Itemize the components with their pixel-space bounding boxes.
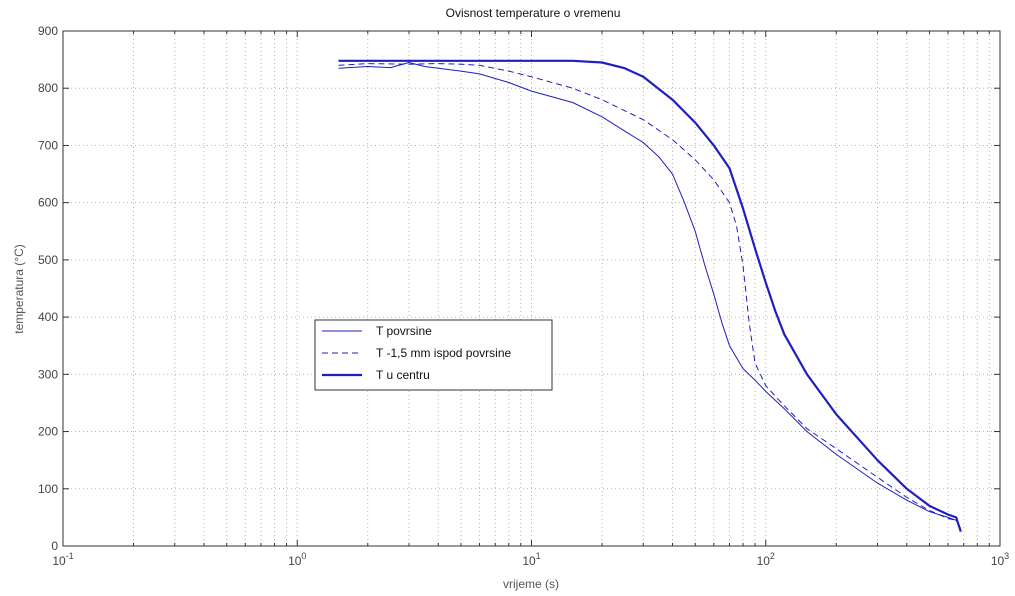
x-tick-label-base: 10 [757, 554, 771, 568]
x-tick-label: 10-1 [52, 551, 73, 568]
x-tick-label-exponent: -1 [66, 551, 74, 561]
x-tick-label-base: 10 [288, 554, 302, 568]
legend-label: T povrsine [376, 324, 432, 338]
y-tick-label: 100 [38, 482, 58, 496]
y-tick-label: 400 [38, 310, 58, 324]
y-tick-label: 200 [38, 425, 58, 439]
y-tick-label: 600 [38, 196, 58, 210]
legend-label: T u centru [376, 368, 430, 382]
x-tick-label-exponent: 0 [301, 551, 306, 561]
y-tick-label: 500 [38, 253, 58, 267]
x-tick-label-base: 10 [52, 554, 66, 568]
y-tick-label: 300 [38, 367, 58, 381]
x-tick-label-base: 10 [991, 554, 1005, 568]
y-tick-label: 800 [38, 81, 58, 95]
x-tick-label: 100 [288, 551, 306, 568]
chart-title: Ovisnost temperature o vremenu [446, 6, 621, 20]
legend-label: T -1,5 mm ispod povrsine [376, 346, 511, 360]
y-axis-title: temperatura (°C) [12, 244, 26, 334]
series-line-3 [338, 59, 962, 533]
x-tick-label-exponent: 2 [770, 551, 775, 561]
series-line-2 [338, 63, 962, 530]
x-tick-label: 102 [757, 551, 775, 568]
y-tick-label: 700 [38, 138, 58, 152]
x-tick-label-base: 10 [522, 554, 536, 568]
x-tick-label-exponent: 1 [536, 551, 541, 561]
series-layer [338, 59, 962, 533]
y-tick-label: 900 [38, 24, 58, 38]
x-tick-label-exponent: 3 [1004, 551, 1009, 561]
x-tick-label: 101 [522, 551, 540, 568]
y-tick-label: 0 [51, 539, 58, 553]
legend: T povrsine T -1,5 mm ispod povrsine T u ce… [314, 319, 553, 391]
x-axis-title: vrijeme (s) [503, 577, 559, 591]
legend-box [314, 319, 553, 391]
series-line-1 [338, 62, 962, 530]
x-tick-label: 103 [991, 551, 1009, 568]
